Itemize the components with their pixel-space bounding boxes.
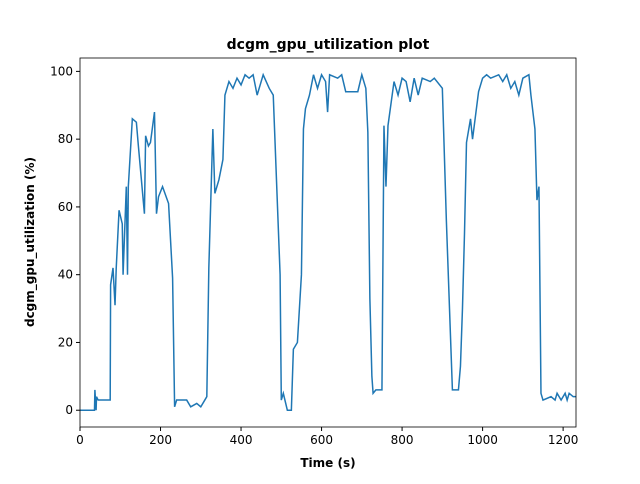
x-tick-label: 1000 [467,433,498,447]
y-tick-label: 40 [58,268,73,282]
plot-frame [79,57,577,428]
x-tick-label: 800 [391,433,414,447]
x-axis-label: Time (s) [300,456,355,470]
chart-title: dcgm_gpu_utilization plot [227,37,430,53]
x-tick-label: 400 [230,433,253,447]
data-line [80,71,576,411]
y-tick-label: 20 [58,335,73,349]
y-tick-label: 80 [58,132,73,146]
x-tick-label: 1200 [548,433,579,447]
x-tick-label: 200 [149,433,172,447]
y-axis-label: dcgm_gpu_utilization (%) [23,157,38,327]
y-tick-label: 0 [65,403,73,417]
y-tick-label: 60 [58,200,73,214]
x-tick-label: 600 [310,433,333,447]
x-tick-label: 0 [76,433,84,447]
y-tick-label: 100 [50,64,73,78]
